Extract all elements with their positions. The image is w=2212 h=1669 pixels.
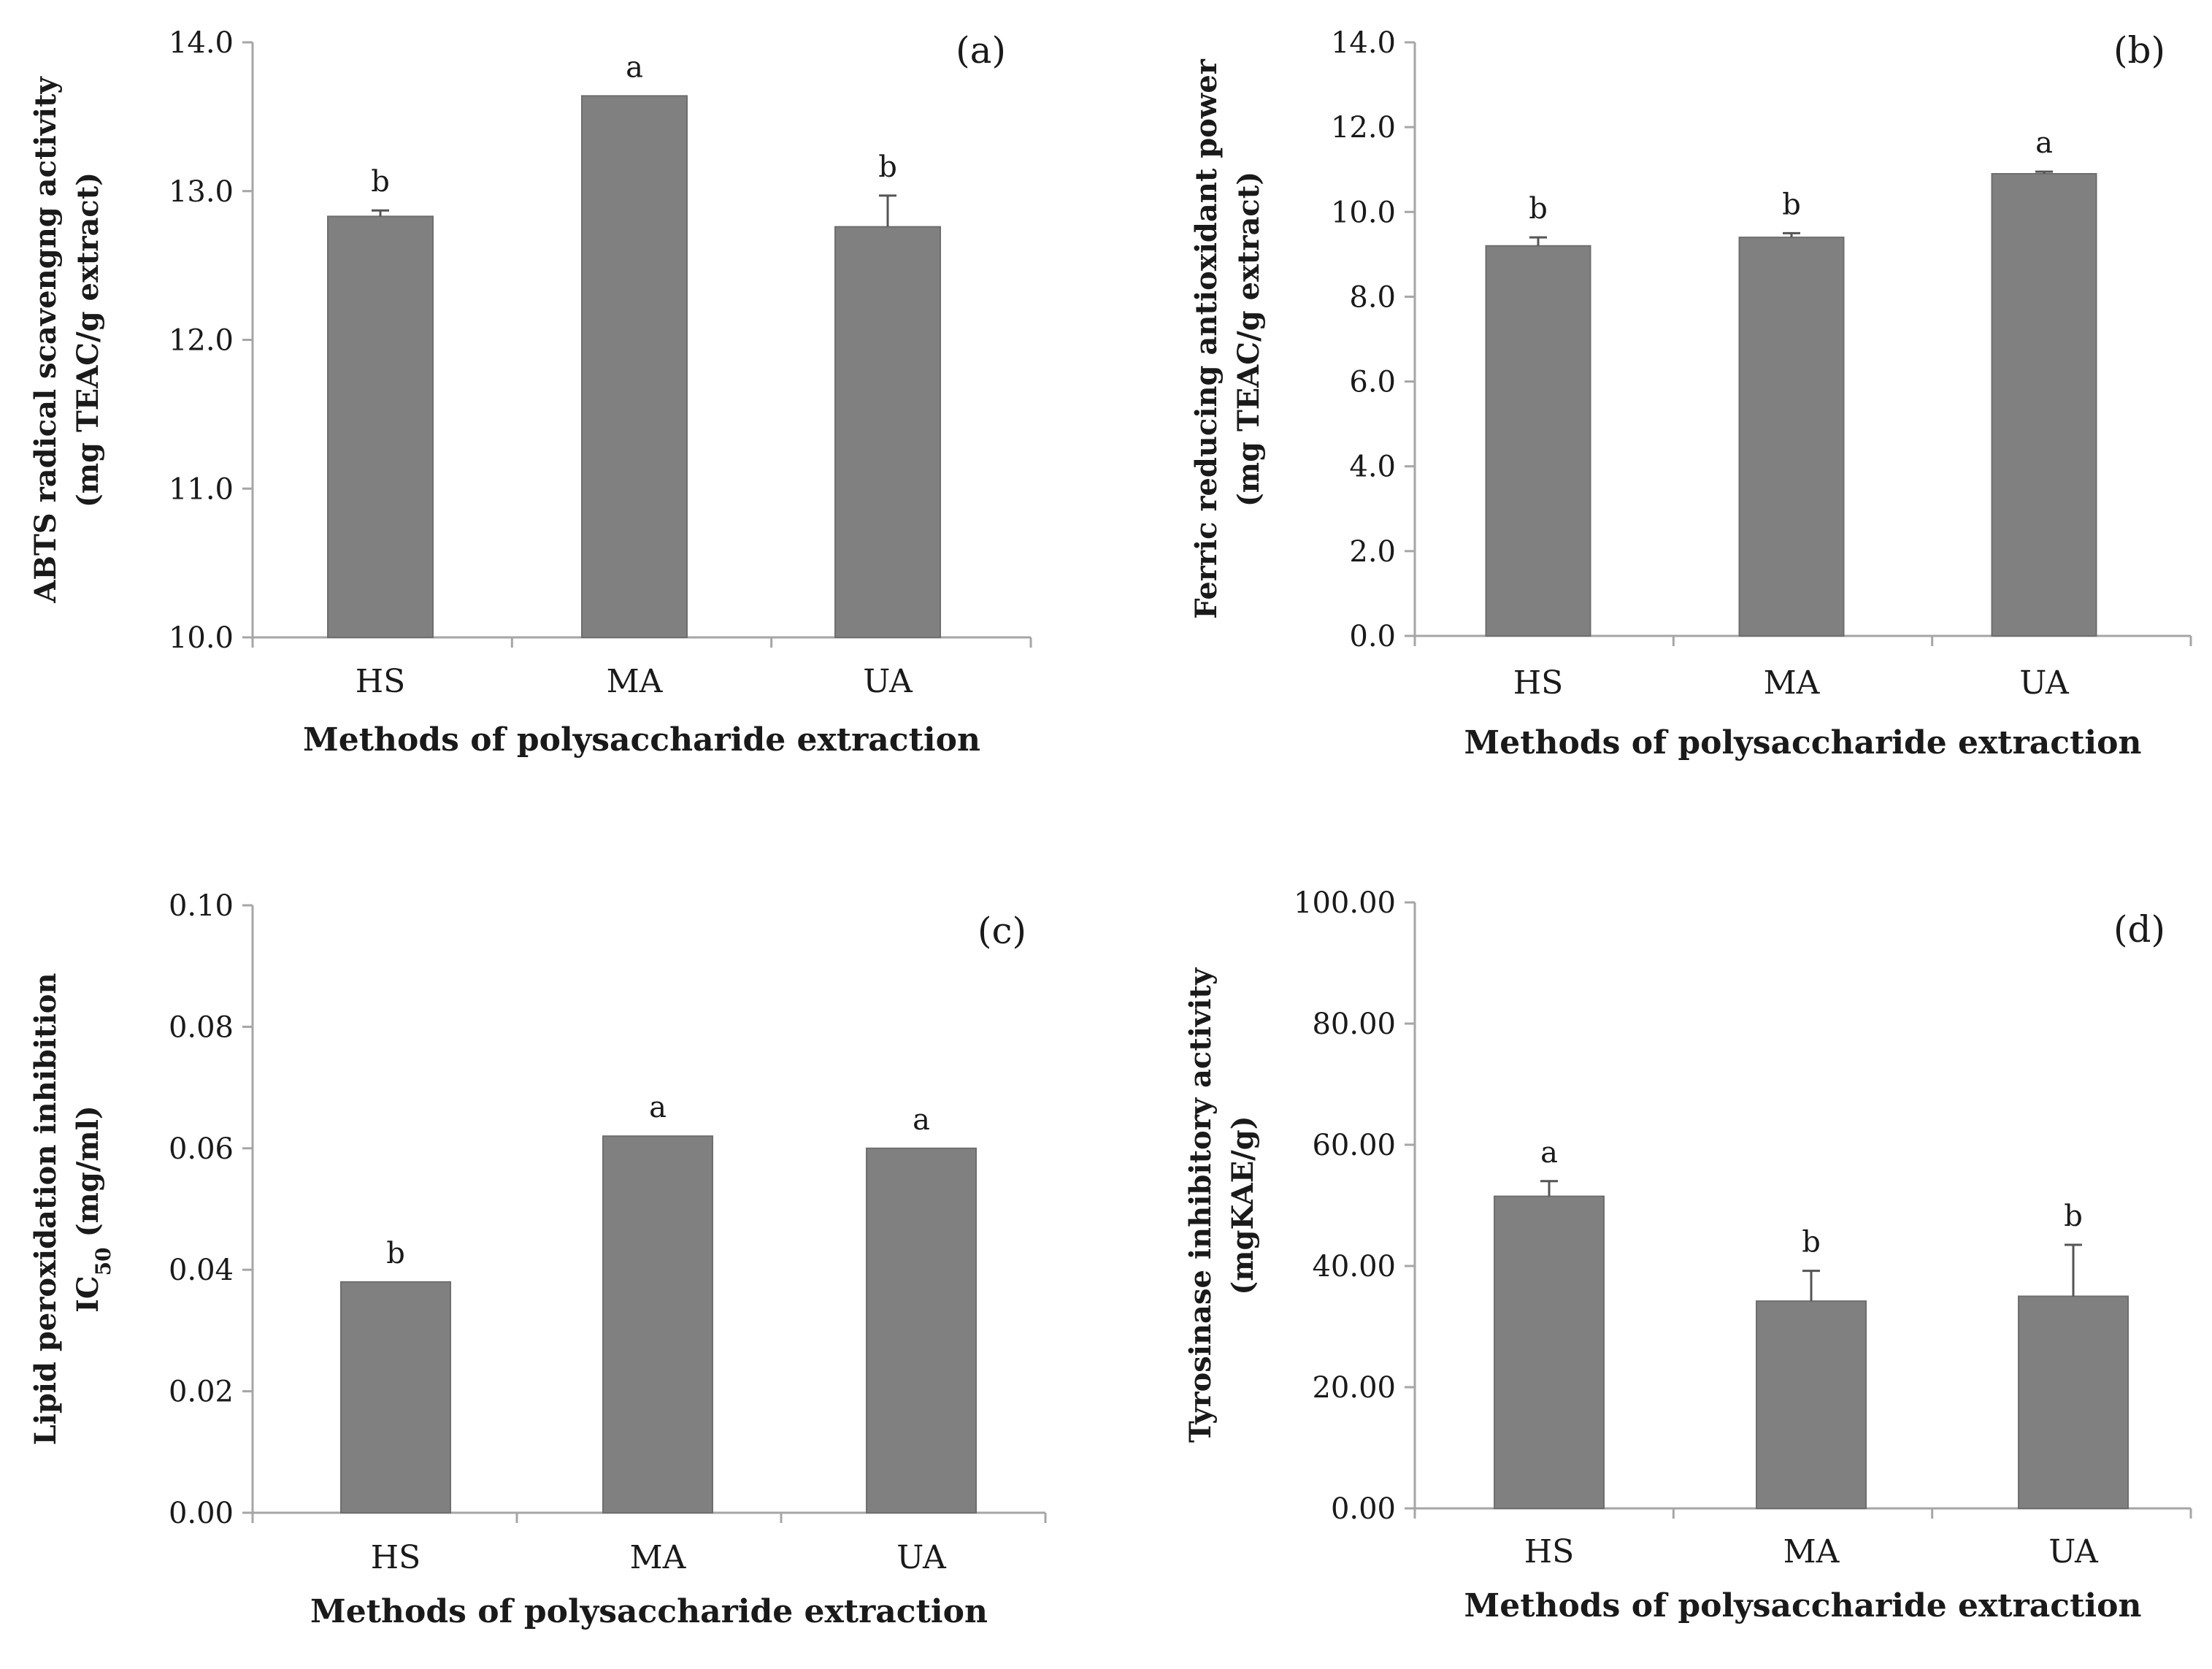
panel-label: (a) [956, 29, 1006, 72]
significance-label: a [1540, 1136, 1558, 1170]
y-axis-title: Lipid peroxidation inhibition [28, 973, 63, 1446]
y-tick-label: 20.00 [1312, 1371, 1396, 1405]
category-label: HS [356, 663, 406, 700]
significance-label: b [1802, 1226, 1821, 1259]
y-tick-label: 12.0 [169, 324, 234, 358]
y-tick-label: 80.00 [1312, 1008, 1396, 1041]
bar [327, 215, 434, 638]
category-label: HS [1513, 664, 1564, 702]
y-tick-label: 4.0 [1349, 450, 1396, 484]
y-tick-label: 14.0 [169, 26, 234, 60]
bar [602, 1135, 713, 1514]
y-tick-label: 0.00 [169, 1497, 234, 1530]
panel-label: (c) [978, 910, 1026, 952]
category-label: HS [371, 1539, 421, 1576]
x-axis-title: Methods of polysaccharide extraction [1464, 724, 2142, 761]
category-label: HS [1524, 1533, 1575, 1570]
panel-label: (d) [2113, 908, 2165, 951]
x-axis-title: Methods of polysaccharide extraction [310, 1593, 988, 1630]
category-label: MA [607, 663, 664, 700]
y-axis-title: IC50 (mg/ml) [71, 1105, 115, 1313]
bar [866, 1147, 977, 1514]
bar [581, 95, 688, 639]
category-label: MA [1783, 1533, 1840, 1570]
category-label: MA [630, 1539, 687, 1576]
bar [340, 1281, 451, 1513]
y-axis-title: (mg TEAC/g extract) [1232, 172, 1266, 507]
bar [1494, 1195, 1605, 1510]
significance-label: b [371, 165, 390, 199]
y-tick-label: 0.10 [169, 889, 234, 923]
y-tick-label: 13.0 [169, 175, 234, 209]
y-tick-label: 0.00 [1331, 1492, 1396, 1526]
significance-label: a [2035, 126, 2053, 160]
significance-label: a [649, 1091, 667, 1124]
significance-label: a [626, 50, 643, 84]
y-tick-label: 0.04 [169, 1254, 234, 1287]
bar [1756, 1300, 1867, 1509]
significance-label: a [913, 1103, 930, 1137]
x-axis-title: Methods of polysaccharide extraction [1464, 1587, 2142, 1624]
y-axis-title: Tyrosinase inhibitory activity [1183, 967, 1218, 1443]
y-axis-title: (mg TEAC/g extract) [71, 172, 105, 507]
chart-panel: (c) 0.00 0.02 0.04 0.06 0.08 0.10 b HS a MA a UA Meth… [28, 889, 1047, 1630]
bar [834, 226, 941, 638]
significance-label: b [386, 1237, 405, 1270]
bar [1738, 237, 1845, 637]
y-tick-label: 60.00 [1312, 1129, 1396, 1162]
y-tick-label: 0.02 [169, 1376, 234, 1409]
chart-panel: (d) 0.00 20.00 40.00 60.00 80.00 100.00 a HS b MA b… [1183, 886, 2192, 1624]
y-axis-title: (mgKAE/g) [1226, 1116, 1260, 1294]
significance-label: b [1529, 192, 1548, 226]
y-tick-label: 0.06 [169, 1132, 234, 1166]
y-tick-label: 0.08 [169, 1010, 234, 1044]
bar [1991, 173, 2097, 637]
significance-label: b [1782, 188, 1801, 221]
category-label: UA [896, 1539, 947, 1576]
category-label: MA [1764, 664, 1821, 702]
chart-panel: (a) 10.0 11.0 12.0 13.0 14.0 b HS a MA b UA Methods … [28, 26, 1032, 759]
y-tick-label: 0.0 [1349, 620, 1396, 653]
chart-panel: (b) 0.0 2.0 4.0 6.0 8.0 10.0 12.0 14.0 b HS b MA a UA M… [1189, 26, 2192, 761]
y-tick-label: 10.0 [169, 621, 234, 655]
y-tick-label: 40.00 [1312, 1250, 1396, 1284]
panel-label: (b) [2113, 29, 2165, 72]
y-tick-label: 2.0 [1349, 535, 1396, 569]
y-tick-label: 6.0 [1349, 366, 1396, 399]
x-axis-title: Methods of polysaccharide extraction [303, 721, 980, 759]
bar [2018, 1295, 2129, 1509]
y-tick-label: 11.0 [169, 472, 234, 506]
category-label: UA [2019, 664, 2070, 702]
y-tick-label: 8.0 [1349, 280, 1396, 314]
y-tick-label: 10.0 [1331, 196, 1396, 229]
bar [1485, 245, 1591, 637]
y-axis-title: ABTS radical scavengng activity [28, 75, 63, 603]
significance-label: b [2064, 1200, 2083, 1233]
significance-label: b [878, 150, 897, 184]
y-axis-title: Ferric reducing antioxidant power [1189, 58, 1224, 619]
category-label: UA [863, 663, 913, 700]
y-tick-label: 12.0 [1331, 111, 1396, 145]
y-tick-label: 14.0 [1331, 26, 1396, 60]
y-tick-label: 100.00 [1294, 886, 1396, 920]
category-label: UA [2048, 1533, 2099, 1570]
